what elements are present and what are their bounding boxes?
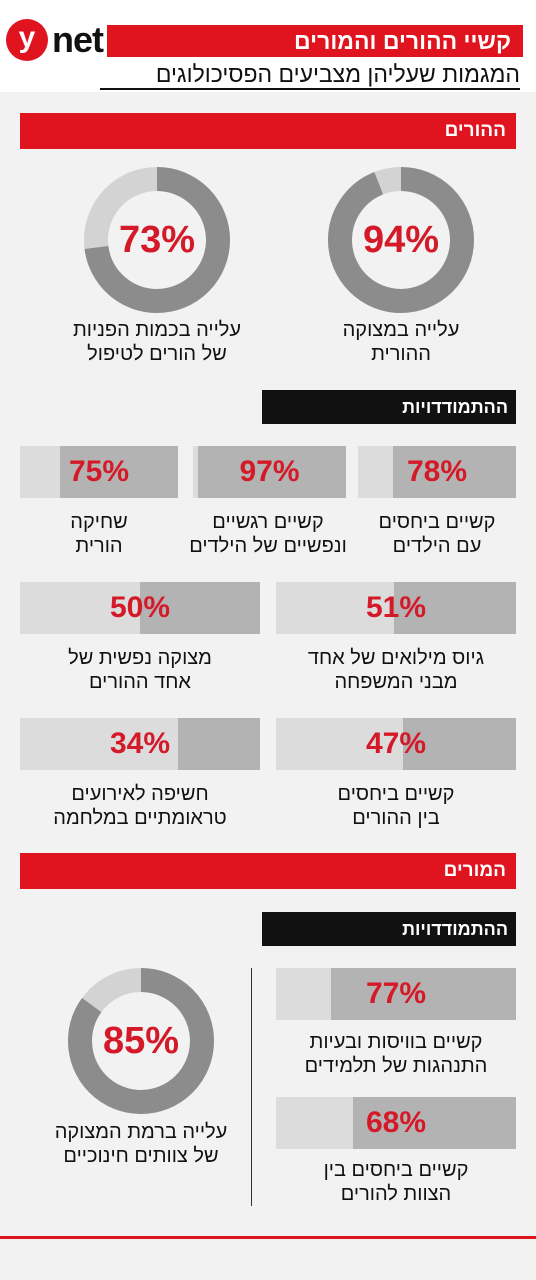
caption-line2: התנהגות של תלמידים <box>304 1055 488 1077</box>
bar-value: 68% <box>365 1106 427 1139</box>
bar-fill <box>393 582 516 634</box>
bar-caption-parental-burnout: שחיקה הורית <box>20 510 178 558</box>
bar-caption-parent-mental-distress: מצוקה נפשית של אחד ההורים <box>20 646 260 694</box>
caption-line2: בין ההורים <box>352 807 440 829</box>
caption-line2: טראומתיים במלחמה <box>53 807 227 829</box>
bar-value: 50% <box>109 591 171 624</box>
bar-fill <box>197 446 346 498</box>
bar-fill <box>59 446 178 498</box>
bar-parental-burnout: 75% <box>20 446 178 498</box>
bar-fill <box>331 968 516 1020</box>
bar-caption-trauma-exposure: חשיפה לאירועים טראומתיים במלחמה <box>20 782 260 830</box>
donut-value: 73% <box>118 218 196 261</box>
bar-value: 47% <box>365 727 427 760</box>
bar-trauma-exposure: 34% <box>20 718 260 770</box>
bar-parents-relations: 47% <box>276 718 516 770</box>
bar-caption-relations-children: קשיים ביחסים עם הילדים <box>348 510 526 558</box>
caption-line2: עם הילדים <box>392 535 482 557</box>
bar-fill <box>352 1097 516 1149</box>
bar-fill <box>140 582 260 634</box>
bar-fill <box>178 718 260 770</box>
donut-caption-educational-staff: עלייה ברמת המצוקה של צוותים חינוכיים <box>26 1120 256 1168</box>
bar-caption-regulation-behavior: קשיים בוויסות ובעיות התנהגות של תלמידים <box>266 1030 526 1078</box>
caption-line1: קשיים ביחסים <box>337 783 455 805</box>
donut-value: 94% <box>362 218 440 261</box>
subtitle: המגמות שעליהן מצביעים הפסיכולוגים <box>100 60 520 90</box>
caption-line2: של הורים לטיפול <box>87 343 227 365</box>
ynet-logo[interactable]: y net <box>6 12 104 68</box>
bar-caption-parents-relations: קשיים ביחסים בין ההורים <box>266 782 526 830</box>
logo-y: y <box>6 19 48 61</box>
caption-line1: גיוס מילואים של אחד <box>307 647 485 669</box>
caption-line1: מצוקה נפשית של <box>68 647 212 669</box>
donut-referrals: 73% <box>82 165 232 315</box>
bar-fill <box>392 446 516 498</box>
bar-value: 51% <box>365 591 427 624</box>
bar-reserve-mobilization: 51% <box>276 582 516 634</box>
caption-line2: הורית <box>75 535 123 557</box>
bar-caption-emotional-difficulties: קשיים רגשיים ונפשיים של הילדים <box>170 510 366 558</box>
bar-parent-mental-distress: 50% <box>20 582 260 634</box>
donut-caption-parental-distress: עלייה במצוקה ההורית <box>296 318 506 366</box>
bar-value: 77% <box>365 977 427 1010</box>
donut-parental-distress: 94% <box>326 165 476 315</box>
main-title: קשיי ההורים והמורים <box>107 25 523 57</box>
bar-staff-parents-relations: 68% <box>276 1097 516 1149</box>
caption-line1: קשיים בוויסות ובעיות <box>309 1031 483 1053</box>
caption-line1: חשיפה לאירועים <box>71 783 209 805</box>
caption-line2: של צוותים חינוכיים <box>63 1145 219 1167</box>
section-parents-header: ההורים <box>20 113 516 149</box>
coping-header-teachers: ההתמודדויות <box>262 912 516 946</box>
coping-header-parents: ההתמודדויות <box>262 390 516 424</box>
bar-value: 78% <box>406 455 468 488</box>
bar-regulation-behavior: 77% <box>276 968 516 1020</box>
divider-line <box>251 968 252 1206</box>
caption-line2: הצוות להורים <box>340 1183 452 1205</box>
logo-net: net <box>52 19 104 60</box>
caption-line1: קשיים רגשיים <box>212 511 324 533</box>
bar-caption-reserve-mobilization: גיוס מילואים של אחד מבני המשפחה <box>266 646 526 694</box>
section-teachers-header: המורים <box>20 853 516 889</box>
bar-emotional-difficulties: 97% <box>193 446 346 498</box>
caption-line1: עלייה ברמת המצוקה <box>54 1121 228 1143</box>
bar-caption-staff-parents-relations: קשיים ביחסים בין הצוות להורים <box>266 1158 526 1206</box>
donut-caption-referrals: עלייה בכמות הפניות של הורים לטיפול <box>42 318 272 366</box>
donut-value: 85% <box>102 1019 180 1062</box>
bar-value: 75% <box>68 455 130 488</box>
caption-line2: אחד ההורים <box>89 671 191 693</box>
caption-line1: קשיים ביחסים <box>378 511 496 533</box>
caption-line1: שחיקה <box>70 511 128 533</box>
bar-relations-children: 78% <box>358 446 516 498</box>
caption-line2: ונפשיים של הילדים <box>189 535 347 557</box>
donut-educational-staff-distress: 85% <box>66 966 216 1116</box>
bar-value: 97% <box>239 455 300 488</box>
bar-value: 34% <box>109 727 171 760</box>
caption-line1: עלייה במצוקה <box>342 319 460 341</box>
bottom-divider <box>0 1236 536 1239</box>
caption-line2: ההורית <box>371 343 431 365</box>
caption-line2: מבני המשפחה <box>334 671 458 693</box>
bar-fill <box>403 718 516 770</box>
caption-line1: עלייה בכמות הפניות <box>72 319 242 341</box>
caption-line1: קשיים ביחסים בין <box>323 1159 469 1181</box>
